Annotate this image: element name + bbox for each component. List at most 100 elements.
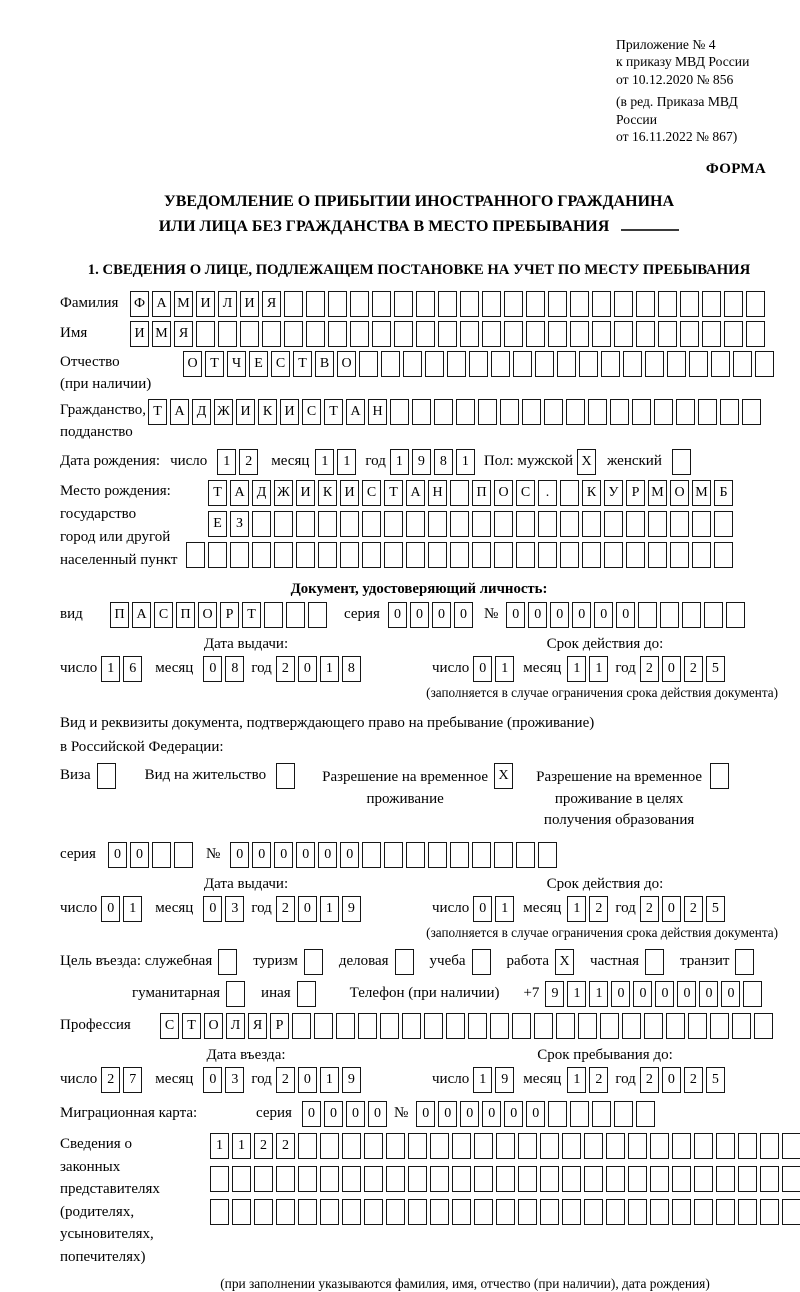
char-cell[interactable] [614,1101,634,1128]
char-cell[interactable] [632,398,651,425]
char-cell[interactable]: 0 [297,896,317,923]
char-cell[interactable]: 2 [101,1067,121,1094]
char-cell[interactable] [372,290,391,317]
char-cell[interactable] [306,290,325,317]
char-cell[interactable]: 9 [341,896,361,923]
char-cell[interactable]: 1 [567,896,587,923]
char-cell[interactable] [210,1199,229,1226]
char-cell[interactable]: 0 [526,1101,546,1128]
char-cell[interactable]: К [318,479,337,506]
char-cell[interactable]: 1 [589,655,609,682]
char-cell[interactable]: 0 [416,1101,436,1128]
char-cell[interactable] [645,350,664,377]
char-cell[interactable] [450,842,470,869]
char-cell[interactable]: С [160,1013,179,1040]
char-cell[interactable] [402,1013,421,1040]
char-cell[interactable] [716,1166,735,1193]
char-cell[interactable]: 0 [528,601,548,628]
char-cell[interactable] [460,320,479,347]
char-cell[interactable] [474,1133,493,1160]
char-cell[interactable] [494,510,513,537]
char-cell[interactable] [518,1133,537,1160]
char-cell[interactable]: 0 [297,1067,317,1094]
char-cell[interactable]: 0 [274,842,294,869]
char-cell[interactable] [680,290,699,317]
char-cell[interactable]: Р [270,1013,289,1040]
char-cell[interactable] [570,1101,590,1128]
char-cell[interactable]: 0 [699,981,719,1008]
char-cell[interactable] [452,1133,471,1160]
char-cell[interactable] [702,290,721,317]
char-cell[interactable] [604,541,623,568]
char-cell[interactable]: Р [626,479,645,506]
char-cell[interactable]: М [174,290,193,317]
char-cell[interactable]: 0 [677,981,697,1008]
char-cell[interactable]: 0 [438,1101,458,1128]
char-cell[interactable] [698,398,717,425]
char-cell[interactable] [504,320,523,347]
char-cell[interactable]: 0 [252,842,272,869]
char-cell[interactable] [472,842,492,869]
char-cell[interactable] [218,320,237,347]
char-cell[interactable]: 0 [611,981,631,1008]
char-cell[interactable]: Б [714,479,733,506]
char-cell[interactable]: И [236,398,255,425]
char-cell[interactable] [425,350,444,377]
char-cell[interactable] [384,842,404,869]
char-cell[interactable] [626,541,645,568]
char-cell[interactable] [782,1199,800,1226]
char-cell[interactable]: С [154,601,173,628]
char-cell[interactable] [254,1199,273,1226]
char-cell[interactable]: 0 [453,601,473,628]
char-cell[interactable] [716,1133,735,1160]
char-cell[interactable] [670,541,689,568]
char-cell[interactable] [742,398,761,425]
char-cell[interactable]: Ж [214,398,233,425]
char-cell[interactable]: 1 [495,896,515,923]
char-cell[interactable]: 1 [455,448,475,475]
char-cell[interactable]: 0 [594,601,614,628]
char-cell[interactable]: 0 [721,981,741,1008]
char-cell[interactable] [760,1133,779,1160]
char-cell[interactable] [560,510,579,537]
char-cell[interactable] [342,1199,361,1226]
char-cell[interactable] [390,398,409,425]
char-cell[interactable]: З [230,510,249,537]
char-cell[interactable] [724,320,743,347]
purpose-official-checkbox[interactable] [218,949,238,976]
char-cell[interactable]: 0 [230,842,250,869]
char-cell[interactable] [601,350,620,377]
char-cell[interactable]: Н [428,479,447,506]
residence-permit-checkbox[interactable] [276,762,296,789]
char-cell[interactable] [416,320,435,347]
char-cell[interactable] [342,1133,361,1160]
char-cell[interactable]: И [280,398,299,425]
char-cell[interactable] [450,479,469,506]
char-cell[interactable]: 2 [275,655,295,682]
char-cell[interactable]: А [170,398,189,425]
char-cell[interactable] [560,541,579,568]
char-cell[interactable] [760,1166,779,1193]
char-cell[interactable] [614,320,633,347]
char-cell[interactable] [667,350,686,377]
char-cell[interactable] [578,1013,597,1040]
char-cell[interactable] [452,1199,471,1226]
char-cell[interactable] [584,1199,603,1226]
char-cell[interactable]: М [152,320,171,347]
char-cell[interactable] [623,350,642,377]
char-cell[interactable] [694,1133,713,1160]
char-cell[interactable] [650,1199,669,1226]
char-cell[interactable] [556,1013,575,1040]
char-cell[interactable] [534,1013,553,1040]
char-cell[interactable] [358,1013,377,1040]
char-cell[interactable] [456,398,475,425]
char-cell[interactable] [232,1166,251,1193]
char-cell[interactable]: 8 [225,655,245,682]
char-cell[interactable]: А [406,479,425,506]
char-cell[interactable] [262,320,281,347]
char-cell[interactable] [384,541,403,568]
char-cell[interactable]: 2 [683,655,703,682]
char-cell[interactable] [724,290,743,317]
char-cell[interactable]: Н [368,398,387,425]
char-cell[interactable] [151,842,171,869]
